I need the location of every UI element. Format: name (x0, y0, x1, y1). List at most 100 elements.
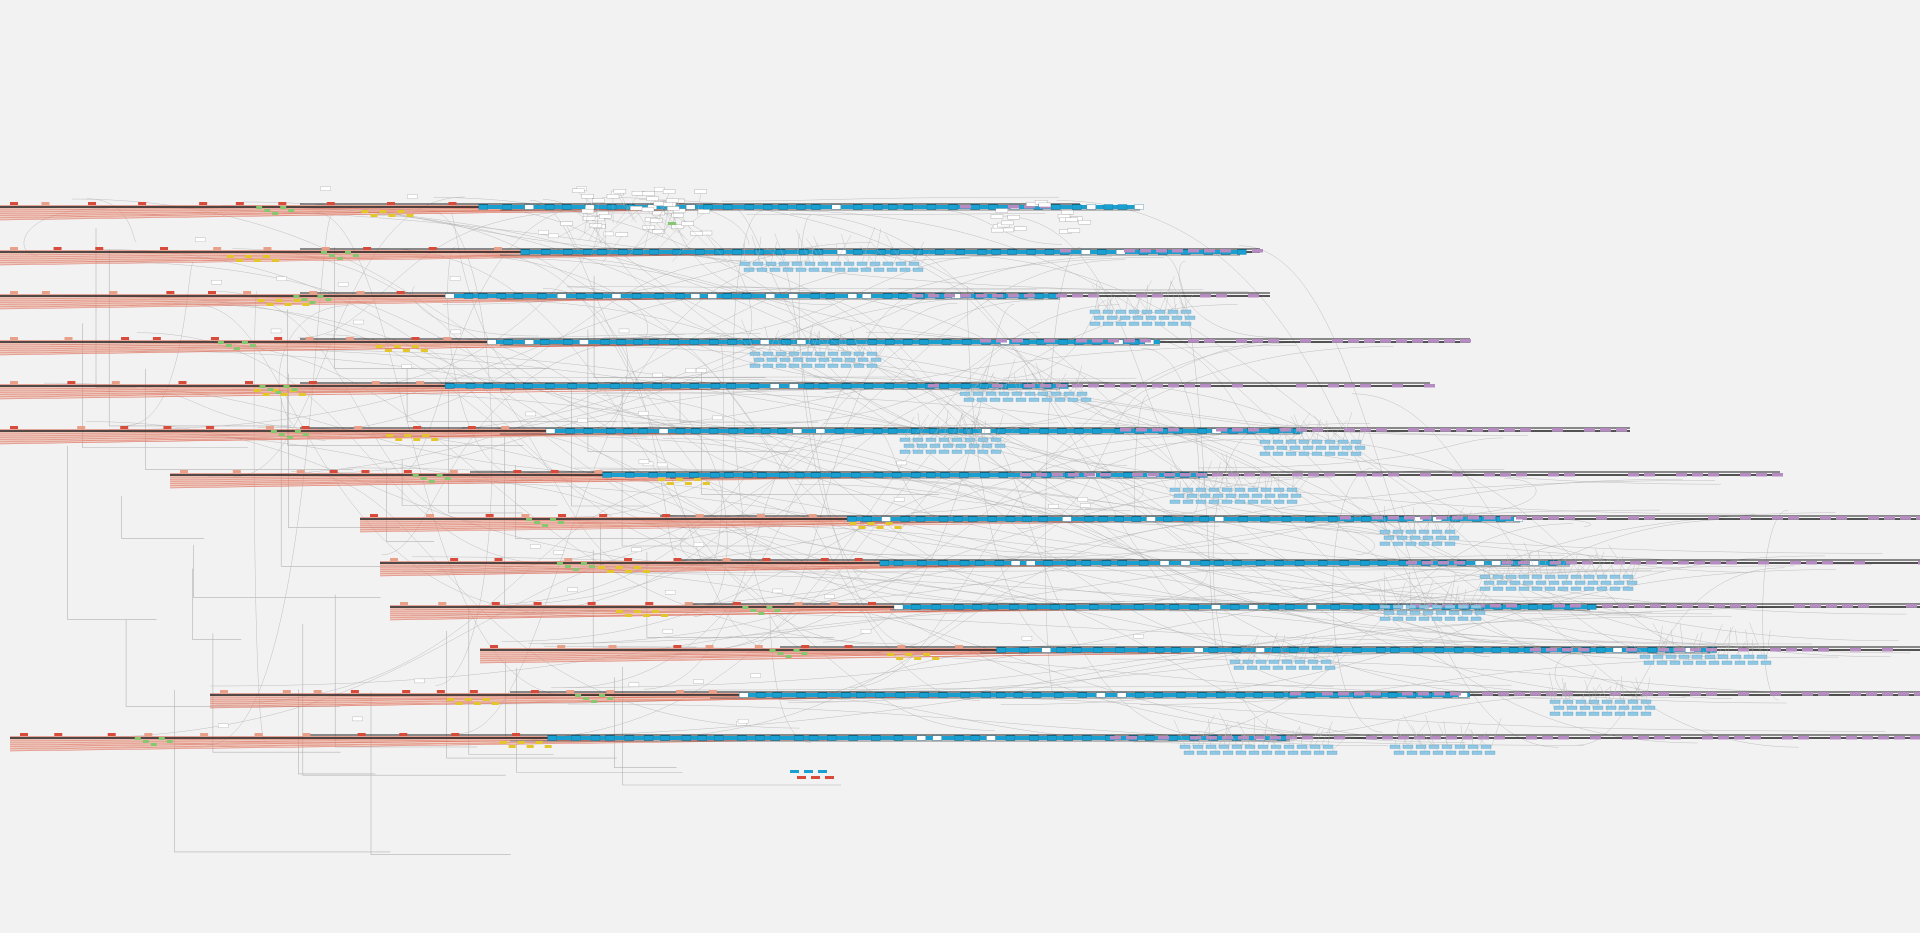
graph-node[interactable] (583, 428, 594, 434)
graph-node[interactable] (882, 261, 894, 266)
graph-node[interactable] (875, 692, 885, 698)
graph-node[interactable] (244, 255, 252, 258)
graph-node[interactable] (1268, 339, 1279, 343)
graph-node[interactable] (1682, 660, 1694, 665)
graph-node[interactable] (709, 339, 719, 345)
graph-node[interactable] (280, 393, 288, 396)
graph-node[interactable] (296, 470, 305, 473)
graph-node[interactable] (1080, 397, 1092, 402)
graph-node[interactable] (1435, 610, 1447, 615)
graph-node[interactable] (1276, 445, 1288, 450)
graph-node[interactable] (280, 206, 287, 209)
graph-node[interactable] (1582, 561, 1593, 565)
graph-node[interactable] (1318, 560, 1328, 566)
graph-node[interactable] (671, 383, 681, 389)
graph-node[interactable] (689, 472, 699, 478)
graph-node[interactable] (955, 249, 965, 255)
graph-node[interactable] (1235, 750, 1247, 755)
graph-node[interactable] (1183, 750, 1195, 755)
graph-node[interactable] (1283, 744, 1295, 749)
graph-node[interactable] (1332, 339, 1343, 343)
graph-node[interactable] (762, 363, 774, 368)
graph-node[interactable] (649, 249, 659, 255)
graph-node[interactable] (992, 294, 1003, 298)
graph-node[interactable] (649, 339, 659, 345)
graph-node[interactable] (407, 194, 418, 199)
graph-node[interactable] (1260, 473, 1271, 477)
graph-node[interactable] (1392, 384, 1403, 388)
graph-node[interactable] (520, 249, 530, 255)
graph-node[interactable] (831, 472, 841, 478)
graph-node[interactable] (977, 437, 989, 442)
graph-node[interactable] (426, 514, 435, 517)
graph-node[interactable] (695, 249, 705, 255)
graph-node[interactable] (443, 337, 452, 340)
graph-node[interactable] (1690, 648, 1701, 652)
graph-node[interactable] (1020, 473, 1031, 477)
graph-node[interactable] (1136, 294, 1147, 298)
graph-node[interactable] (1021, 636, 1033, 641)
graph-node[interactable] (558, 514, 567, 517)
graph-node[interactable] (967, 516, 978, 522)
graph-node[interactable] (485, 514, 494, 517)
graph-node[interactable] (808, 735, 819, 741)
graph-node[interactable] (1252, 249, 1263, 253)
graph-node[interactable] (494, 558, 503, 561)
graph-node[interactable] (792, 428, 803, 434)
graph-node[interactable] (1388, 473, 1399, 477)
graph-node[interactable] (400, 602, 408, 605)
graph-node[interactable] (1292, 473, 1303, 477)
graph-node[interactable] (911, 472, 921, 478)
graph-node[interactable] (694, 189, 707, 194)
graph-node[interactable] (633, 383, 643, 389)
graph-node[interactable] (652, 383, 662, 389)
graph-node[interactable] (1650, 604, 1661, 608)
graph-node[interactable] (414, 678, 425, 684)
graph-node[interactable] (317, 295, 324, 298)
graph-node[interactable] (912, 294, 923, 298)
graph-node[interactable] (1269, 428, 1279, 434)
graph-node[interactable] (781, 339, 791, 345)
graph-node[interactable] (860, 267, 872, 272)
graph-node[interactable] (811, 204, 821, 210)
graph-node[interactable] (722, 558, 731, 561)
graph-node[interactable] (724, 472, 734, 478)
graph-node[interactable] (996, 339, 1007, 343)
graph-node[interactable] (1372, 516, 1383, 520)
graph-node[interactable] (662, 514, 671, 517)
graph-node[interactable] (940, 472, 950, 478)
graph-node[interactable] (357, 733, 366, 736)
graph-node[interactable] (1146, 516, 1156, 522)
graph-node[interactable] (1412, 339, 1423, 343)
graph-node[interactable] (893, 735, 904, 741)
graph-node[interactable] (1168, 735, 1178, 741)
graph-node[interactable] (583, 697, 590, 700)
graph-node[interactable] (873, 267, 885, 272)
graph-node[interactable] (597, 249, 607, 255)
graph-node[interactable] (361, 470, 370, 473)
graph-node[interactable] (1530, 648, 1541, 652)
graph-node[interactable] (1366, 736, 1377, 740)
graph-node[interactable] (1184, 384, 1195, 388)
graph-node[interactable] (623, 428, 633, 434)
graph-node[interactable] (1248, 750, 1260, 755)
graph-node[interactable] (1609, 574, 1621, 579)
graph-node[interactable] (1377, 560, 1388, 566)
graph-node[interactable] (1444, 604, 1456, 609)
graph-node[interactable] (254, 733, 263, 736)
graph-node[interactable] (320, 251, 327, 254)
graph-node[interactable] (1315, 445, 1327, 450)
graph-node[interactable] (613, 189, 627, 194)
graph-node[interactable] (1038, 516, 1048, 522)
graph-node[interactable] (607, 697, 614, 700)
graph-node[interactable] (395, 438, 403, 441)
graph-node[interactable] (1530, 692, 1541, 696)
graph-node[interactable] (1868, 516, 1879, 520)
graph-node[interactable] (361, 210, 369, 213)
graph-node[interactable] (448, 202, 457, 205)
graph-node[interactable] (1601, 699, 1613, 704)
graph-node[interactable] (1058, 339, 1068, 345)
graph-node[interactable] (1024, 205, 1035, 209)
graph-node[interactable] (1396, 610, 1408, 615)
graph-node[interactable] (1060, 249, 1071, 253)
